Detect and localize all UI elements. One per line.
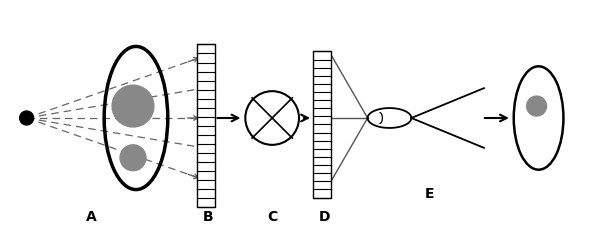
Text: C: C — [267, 211, 277, 224]
Text: D: D — [319, 211, 331, 224]
Text: B: B — [203, 211, 214, 224]
Bar — [197, 44, 215, 207]
Circle shape — [20, 111, 34, 125]
Bar — [313, 51, 331, 198]
Circle shape — [120, 145, 146, 171]
Circle shape — [527, 96, 547, 116]
Circle shape — [112, 85, 154, 127]
Text: E: E — [424, 186, 434, 201]
Text: A: A — [86, 211, 97, 224]
